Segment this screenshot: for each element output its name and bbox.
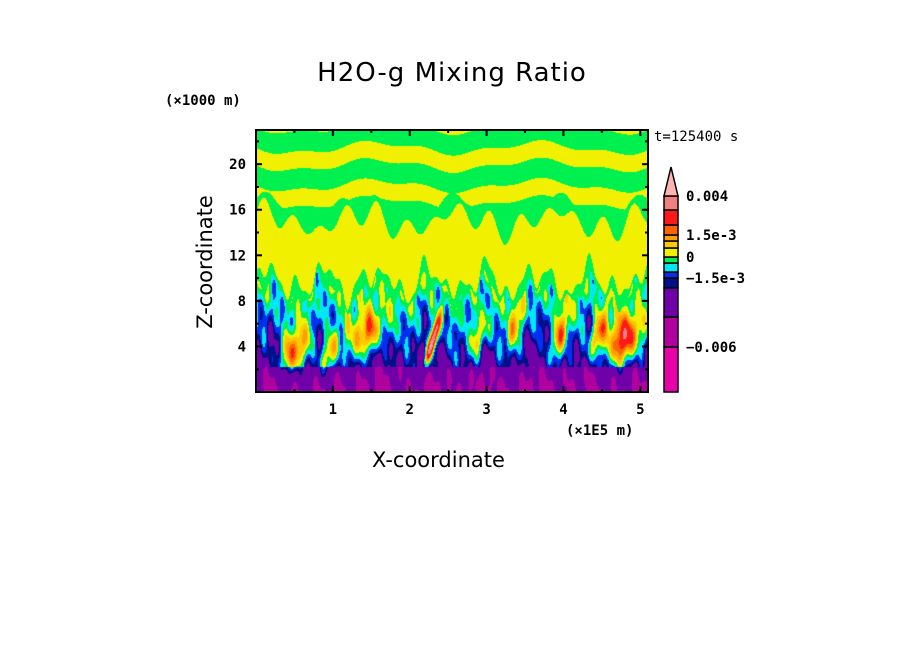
y-tick-label: 16 [229,203,246,219]
colorbar-label: −1.5e-3 [686,271,745,287]
y-axis-label: Z-coordinate [193,195,217,329]
x-tick-label: 5 [636,402,644,418]
colorbar-box [663,240,679,249]
y-tick-label: 4 [238,339,246,355]
x-unit-label: (×1E5 m) [566,423,634,439]
contour-field [256,130,648,392]
colorbar-box [663,209,679,226]
y-unit-label: (×1000 m) [165,93,241,109]
colorbar-box [663,247,679,258]
colorbar-box [663,195,679,211]
colorbar-label: 1.5e-3 [686,228,737,244]
colorbar-box [663,234,679,242]
colorbar-box [663,271,679,279]
x-tick-label: 4 [559,402,567,418]
x-axis-label: X-coordinate [372,448,505,472]
y-tick-label: 12 [229,248,246,264]
colorbar-label: 0 [686,250,694,266]
plot-frame [255,129,649,393]
colorbar-box [663,346,679,393]
chart-title: H2O-g Mixing Ratio [0,58,904,88]
colorbar-box [663,316,679,348]
y-tick-label: 20 [229,157,246,173]
time-annotation: t=125400 s [654,129,739,145]
colorbar-label: −0.006 [686,340,737,356]
colorbar-box [663,262,679,273]
colorbar-box [663,277,679,289]
x-tick-label: 1 [329,402,337,418]
colorbar-box [663,224,679,236]
x-tick-label: 2 [406,402,414,418]
y-tick-label: 8 [238,294,246,310]
colorbar-extend-triangle [663,166,679,197]
chart-title-text: H2O-g Mixing Ratio [317,58,587,88]
colorbar-box [663,256,679,264]
colorbar-box [663,287,679,318]
x-tick-label: 3 [482,402,490,418]
colorbar-label: 0.004 [686,189,728,205]
